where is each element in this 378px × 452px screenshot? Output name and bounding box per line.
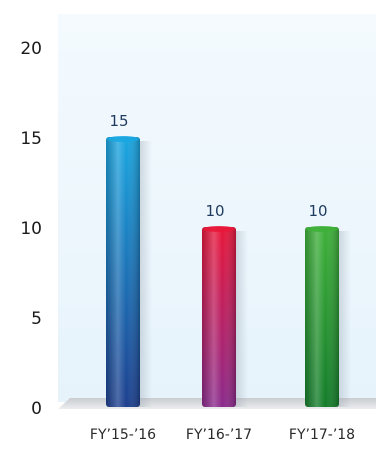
x-tick-label: FY’15-’16 <box>90 427 156 443</box>
bar-cap <box>107 136 139 142</box>
data-label: 10 <box>205 202 224 220</box>
bar-shadow <box>234 231 248 407</box>
x-tick-label: FY’16-’17 <box>186 427 252 443</box>
bar-highlight <box>106 137 140 407</box>
y-tick-label: 20 <box>20 39 42 59</box>
bar-cap <box>306 226 338 232</box>
x-axis-band <box>58 409 376 448</box>
bar-highlight <box>202 227 236 407</box>
y-tick-label: 5 <box>31 309 42 329</box>
bar-highlight <box>305 227 339 407</box>
bar-shadow <box>337 231 351 407</box>
y-tick-label: 10 <box>20 219 42 239</box>
y-tick-label: 0 <box>31 399 42 419</box>
data-label: 10 <box>308 202 327 220</box>
data-label: 15 <box>109 112 128 130</box>
bar-cap <box>203 226 235 232</box>
x-tick-label: FY’17-’18 <box>289 427 355 443</box>
bar-shadow <box>138 141 152 407</box>
y-tick-label: 15 <box>20 129 42 149</box>
